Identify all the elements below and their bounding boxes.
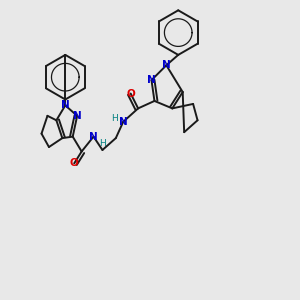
Text: N: N [73, 111, 82, 121]
Text: H: H [112, 114, 118, 123]
Text: N: N [89, 132, 98, 142]
Text: O: O [70, 158, 79, 168]
Text: N: N [119, 117, 128, 127]
Text: N: N [162, 60, 171, 70]
Text: N: N [147, 75, 156, 85]
Text: H: H [99, 139, 106, 148]
Text: N: N [61, 100, 70, 110]
Text: O: O [126, 88, 135, 98]
